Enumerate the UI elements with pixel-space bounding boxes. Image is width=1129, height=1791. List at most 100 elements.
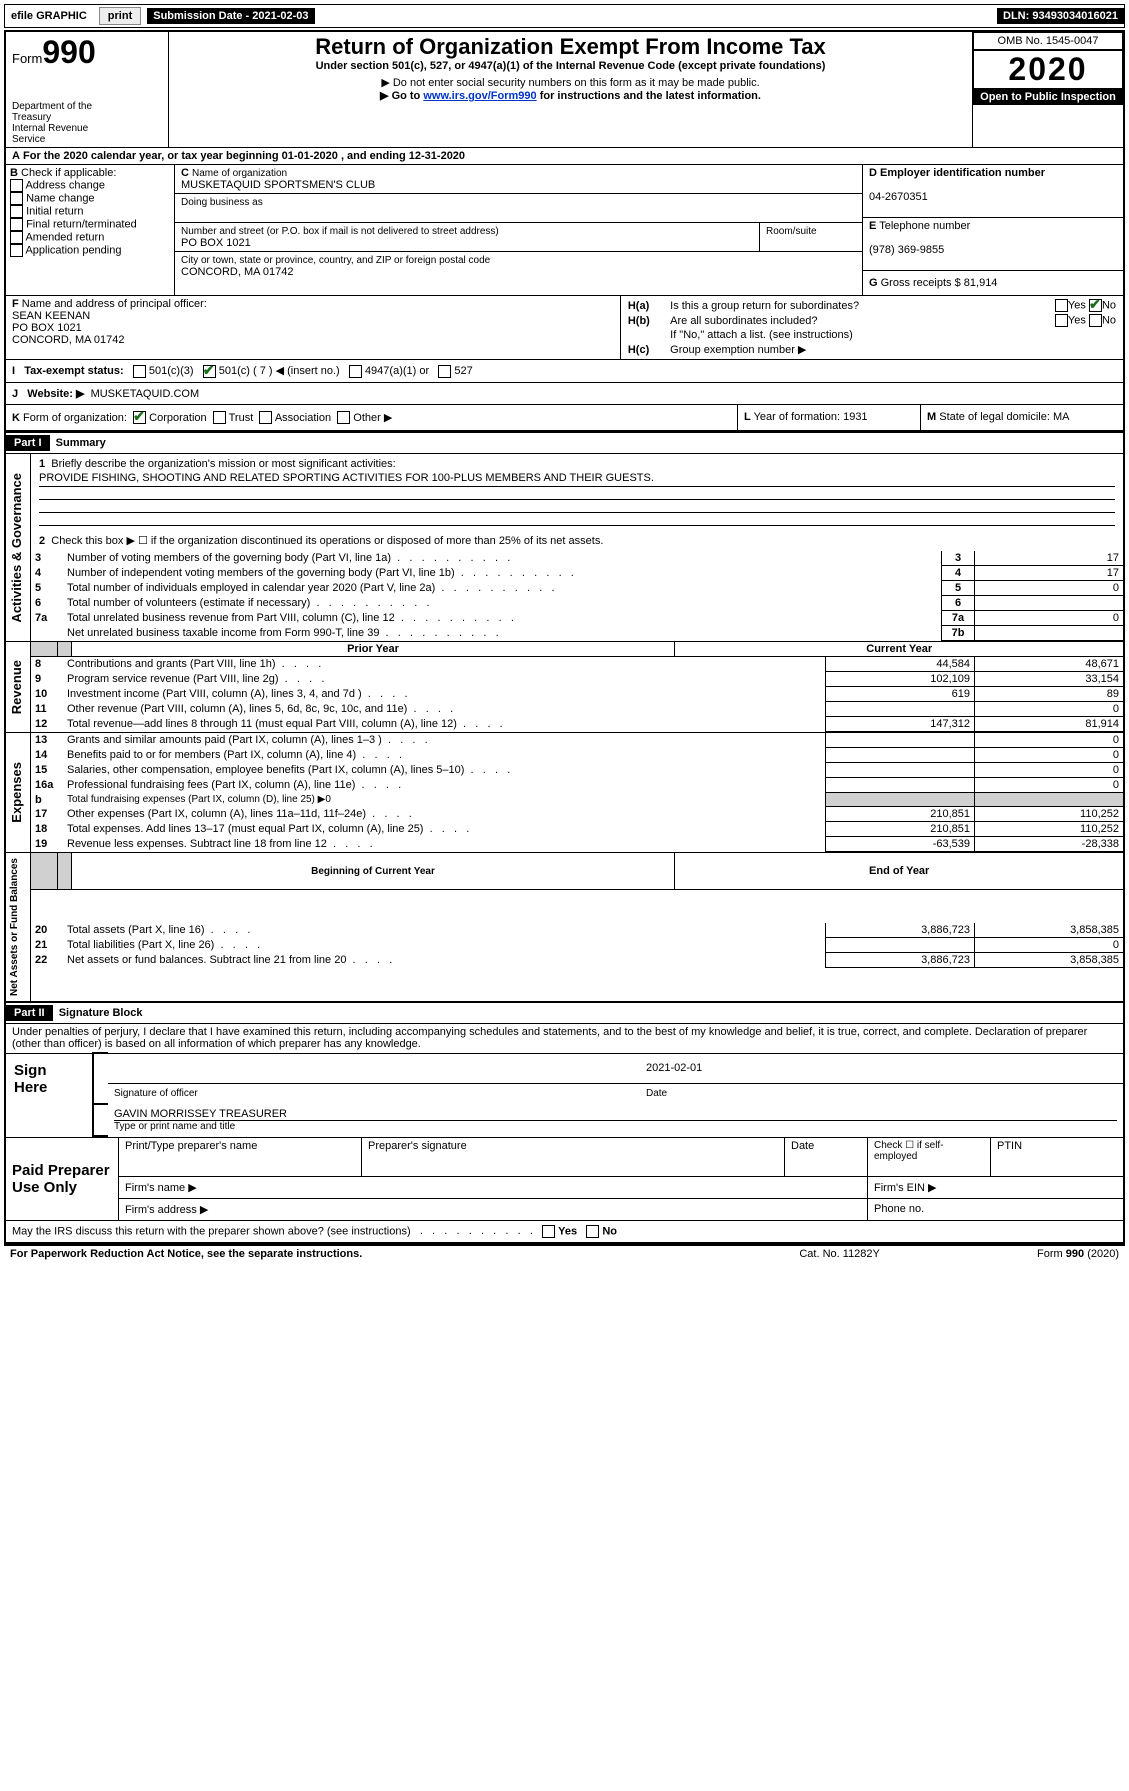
part1-subtitle: Summary [56, 437, 106, 449]
i-label: Tax-exempt status: [24, 365, 123, 377]
check-self-label: Check ☐ if self-employed [868, 1137, 991, 1176]
cb-address-change[interactable] [10, 179, 23, 192]
discuss-label: May the IRS discuss this return with the… [12, 1225, 411, 1237]
cb-hb-no[interactable] [1089, 314, 1102, 327]
open-inspection: Open to Public Inspection [973, 89, 1123, 105]
officer-label: Name and address of principal officer: [22, 298, 207, 310]
firm-name-label: Firm's name ▶ [119, 1176, 868, 1198]
efile-label: efile GRAPHIC [5, 8, 93, 24]
cb-amended[interactable] [10, 231, 23, 244]
form990-link[interactable]: www.irs.gov/Form990 [423, 90, 536, 102]
gov-line-6: 6 Total number of volunteers (estimate i… [31, 596, 1123, 611]
gross-value: 81,914 [964, 277, 998, 289]
declaration: Under penalties of perjury, I declare th… [6, 1024, 1123, 1052]
hc-label: Group exemption number ▶ [669, 342, 1117, 357]
city-state-zip: CONCORD, MA 01742 [181, 266, 293, 278]
preparer-date-label: Date [785, 1137, 868, 1176]
footer-form: Form 990 (2020) [934, 1245, 1125, 1262]
line-9: 9 Program service revenue (Part VIII, li… [31, 672, 1123, 687]
line-22: 22 Net assets or fund balances. Subtract… [31, 953, 1123, 968]
line-15: 15 Salaries, other compensation, employe… [31, 763, 1123, 778]
cb-final-return[interactable] [10, 218, 23, 231]
website-value: MUSKETAQUID.COM [91, 388, 200, 400]
hb-note: If "No," attach a list. (see instruction… [669, 328, 1117, 342]
cb-name-change[interactable] [10, 192, 23, 205]
cb-other[interactable] [337, 411, 350, 424]
sig-officer-label: Signature of officer [108, 1083, 640, 1103]
print-button[interactable]: print [99, 7, 141, 25]
org-name: MUSKETAQUID SPORTSMEN'S CLUB [181, 179, 375, 191]
gov-line-3: 3 Number of voting members of the govern… [31, 551, 1123, 566]
gov-line-4: 4 Number of independent voting members o… [31, 566, 1123, 581]
ein-value: 04-2670351 [869, 191, 928, 203]
form-number: 990 [42, 34, 95, 70]
preparer-name-label: Print/Type preparer's name [119, 1137, 362, 1176]
form-container: Form990 Department of theTreasuryInterna… [4, 30, 1125, 1244]
officer-name-title: GAVIN MORRISSEY TREASURER [114, 1108, 1117, 1121]
ha-label: Is this a group return for subordinates? [669, 298, 1006, 313]
omb-number: OMB No. 1545-0047 [973, 32, 1123, 50]
line-10: 10 Investment income (Part VIII, column … [31, 687, 1123, 702]
line-8: 8 Contributions and grants (Part VIII, l… [31, 657, 1123, 672]
cb-discuss-no[interactable] [586, 1225, 599, 1238]
cb-501c3[interactable] [133, 365, 146, 378]
street-address: PO BOX 1021 [181, 237, 251, 249]
footer-pra: For Paperwork Reduction Act Notice, see … [4, 1245, 745, 1262]
cb-initial-return[interactable] [10, 205, 23, 218]
line-17: 17 Other expenses (Part IX, column (A), … [31, 807, 1123, 822]
cb-4947[interactable] [349, 365, 362, 378]
l2-label: Check this box ▶ ☐ if the organization d… [51, 535, 603, 547]
cb-corp[interactable] [133, 411, 146, 424]
hb-label: Are all subordinates included? [669, 313, 1006, 328]
website-label: Website: ▶ [27, 388, 84, 400]
col-end: End of Year [675, 853, 1123, 890]
col-current: Current Year [675, 642, 1123, 657]
l-label: Year of formation: [754, 411, 840, 423]
line-19: 19 Revenue less expenses. Subtract line … [31, 837, 1123, 852]
submission-date: Submission Date - 2021-02-03 [147, 8, 314, 24]
footer-cat: Cat. No. 11282Y [745, 1245, 933, 1262]
officer-name: SEAN KEENAN [12, 310, 90, 322]
line-14: 14 Benefits paid to or for members (Part… [31, 748, 1123, 763]
cb-ha-yes[interactable] [1055, 299, 1068, 312]
b-label: Check if applicable: [21, 167, 116, 179]
gov-line-5: 5 Total number of individuals employed i… [31, 581, 1123, 596]
cb-hb-yes[interactable] [1055, 314, 1068, 327]
part2-title: Part II [6, 1005, 53, 1021]
line-16a: 16a Professional fundraising fees (Part … [31, 778, 1123, 793]
cb-ha-no[interactable] [1089, 299, 1102, 312]
cb-501c[interactable] [203, 365, 216, 378]
addr-label: Number and street (or P.O. box if mail i… [181, 226, 499, 237]
officer-addr1: PO BOX 1021 [12, 322, 82, 334]
col-begin: Beginning of Current Year [71, 853, 675, 890]
header-table: Form990 Department of theTreasuryInterna… [6, 32, 1123, 147]
top-bar: efile GRAPHIC print Submission Date - 20… [4, 4, 1125, 28]
dept-treasury: Department of theTreasuryInternal Revenu… [12, 101, 162, 145]
gov-line-7b: Net unrelated business taxable income fr… [31, 626, 1123, 641]
cb-application-pending[interactable] [10, 244, 23, 257]
line-21: 21 Total liabilities (Part X, line 26) 0 [31, 938, 1123, 953]
part1-title: Part I [6, 435, 50, 451]
line-11: 11 Other revenue (Part VIII, column (A),… [31, 702, 1123, 717]
m-value: MA [1053, 411, 1070, 423]
room-label: Room/suite [766, 226, 817, 237]
cb-trust[interactable] [213, 411, 226, 424]
l1-label: Briefly describe the organization's miss… [51, 458, 395, 470]
sign-here: Sign Here [6, 1053, 93, 1104]
officer-addr2: CONCORD, MA 01742 [12, 334, 124, 346]
cb-discuss-yes[interactable] [542, 1225, 555, 1238]
cb-assoc[interactable] [259, 411, 272, 424]
phone-label: Telephone number [879, 220, 970, 232]
dba-label: Doing business as [181, 197, 263, 208]
cb-527[interactable] [438, 365, 451, 378]
k-label: Form of organization: [23, 412, 127, 424]
tax-year: 2020 [974, 51, 1122, 88]
ptin-label: PTIN [991, 1137, 1124, 1176]
city-label: City or town, state or province, country… [181, 255, 490, 266]
phone-value: (978) 369-9855 [869, 244, 944, 256]
dln-label: DLN: 93493034016021 [997, 8, 1124, 24]
form-title: Return of Organization Exempt From Incom… [175, 34, 966, 60]
c-name-label: Name of organization [192, 168, 287, 179]
line-18: 18 Total expenses. Add lines 13–17 (must… [31, 822, 1123, 837]
line-12: 12 Total revenue—add lines 8 through 11 … [31, 717, 1123, 732]
